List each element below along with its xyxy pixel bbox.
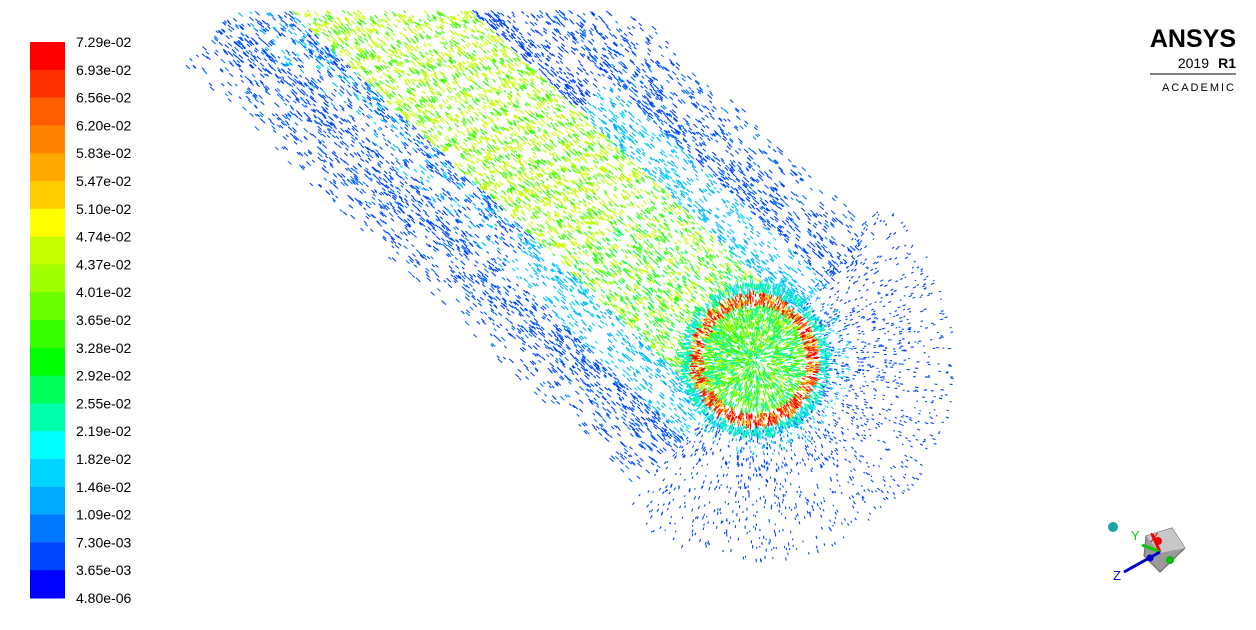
colorbar-band <box>30 320 65 348</box>
colorbar-band <box>30 209 65 237</box>
vector-group <box>186 10 954 562</box>
colorbar-label: 3.65e-02 <box>76 312 131 328</box>
vector-plot: 7.29e-02 6.93e-02 6.56e-02 6.20e-02 5.83e-02… <box>0 0 1256 630</box>
colorbar-band <box>30 98 65 126</box>
logo-edition: ACADEMIC <box>1162 82 1236 94</box>
colorbar-label: 3.65e-03 <box>76 562 131 578</box>
triad-dot <box>1147 555 1154 562</box>
colorbar-band <box>30 376 65 404</box>
vector-group <box>250 12 852 456</box>
logo-release: R1 <box>1218 55 1236 71</box>
colorbar-band <box>30 125 65 153</box>
colorbar-label: 3.28e-02 <box>76 340 131 356</box>
colorbar-label: 6.20e-02 <box>76 117 131 133</box>
logo: ANSYS 2019 R1 ACADEMIC <box>1150 25 1236 94</box>
colorbar: 7.29e-02 6.93e-02 6.56e-02 6.20e-02 5.83e-02… <box>30 34 131 606</box>
colorbar-band <box>30 264 65 292</box>
vector-field <box>186 10 954 562</box>
colorbar-band <box>30 487 65 515</box>
colorbar-label: 5.47e-02 <box>76 173 131 189</box>
axis-triad: X Y Z <box>1108 522 1185 583</box>
triad-dot <box>1166 556 1174 564</box>
logo-year: 2019 <box>1178 55 1209 71</box>
colorbar-band <box>30 542 65 570</box>
colorbar-band <box>30 431 65 459</box>
colorbar-label: 2.92e-02 <box>76 368 131 384</box>
colorbar-band <box>30 181 65 209</box>
colorbar-band <box>30 237 65 265</box>
triad-z-label: Z <box>1113 568 1121 583</box>
triad-x-label: X <box>1150 530 1159 545</box>
colorbar-label: 1.82e-02 <box>76 451 131 467</box>
colorbar-label: 5.10e-02 <box>76 201 131 217</box>
colorbar-label: 4.01e-02 <box>76 284 131 300</box>
colorbar-label: 7.30e-03 <box>76 534 131 550</box>
colorbar-band <box>30 459 65 487</box>
colorbar-label: 4.80e-06 <box>76 590 131 606</box>
vector-group <box>292 10 807 416</box>
colorbar-band <box>30 515 65 543</box>
colorbar-band <box>30 153 65 181</box>
colorbar-label: 1.46e-02 <box>76 479 131 495</box>
colorbar-band <box>30 348 65 376</box>
colorbar-label: 2.19e-02 <box>76 423 131 439</box>
colorbar-label: 5.83e-02 <box>76 145 131 161</box>
viewport: 7.29e-02 6.93e-02 6.56e-02 6.20e-02 5.83e-02… <box>0 0 1256 630</box>
colorbar-band <box>30 403 65 431</box>
colorbar-label: 4.74e-02 <box>76 229 131 245</box>
logo-brand: ANSYS <box>1150 25 1236 53</box>
colorbar-label: 6.93e-02 <box>76 62 131 78</box>
colorbar-band <box>30 70 65 98</box>
colorbar-band <box>30 292 65 320</box>
colorbar-band <box>30 42 65 70</box>
triad-y-label: Y <box>1131 528 1140 543</box>
colorbar-label: 2.55e-02 <box>76 395 131 411</box>
colorbar-label: 4.37e-02 <box>76 256 131 272</box>
colorbar-label: 6.56e-02 <box>76 90 131 106</box>
colorbar-band <box>30 570 65 598</box>
triad-ball <box>1108 522 1118 532</box>
colorbar-label: 7.29e-02 <box>76 34 131 50</box>
colorbar-label: 1.09e-02 <box>76 507 131 523</box>
vector-group <box>238 13 826 437</box>
